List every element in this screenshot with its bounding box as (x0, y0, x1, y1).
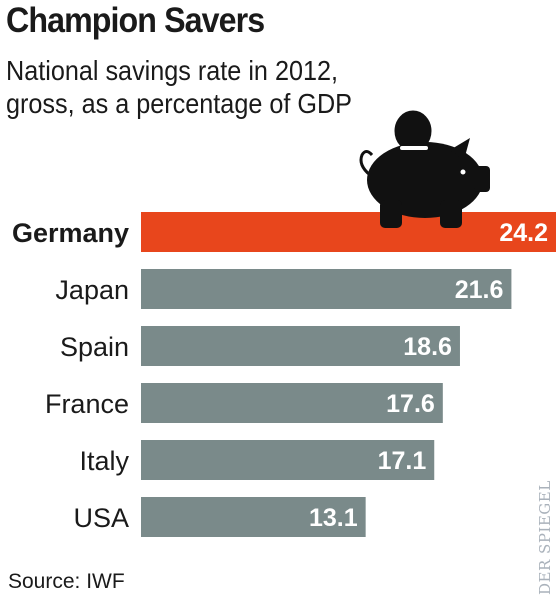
chart-subtitle: National savings rate in 2012, gross, as… (6, 55, 352, 119)
chart-title: Champion Savers (6, 1, 265, 40)
category-label-usa: USA (73, 503, 129, 533)
bar-usa (141, 497, 366, 537)
bars-group: Germany 24.2 Japan 21.6 Spain 18.6 France 17.6 I… (12, 212, 556, 537)
category-label-spain: Spain (60, 332, 129, 362)
value-label-usa: 13.1 (309, 504, 358, 532)
bar-germany (141, 212, 556, 252)
brand-watermark: DER SPIEGEL (536, 480, 554, 595)
category-label-france: France (45, 389, 129, 419)
category-label-germany: Germany (12, 218, 129, 248)
category-label-japan: Japan (55, 275, 129, 305)
bar-spain (141, 326, 460, 366)
value-label-germany: 24.2 (499, 219, 548, 247)
value-label-italy: 17.1 (378, 447, 427, 475)
piggy-bank-icon (359, 107, 490, 228)
category-label-italy: Italy (79, 446, 129, 476)
bar-france (141, 383, 443, 423)
value-label-france: 17.6 (386, 390, 435, 418)
source-note: Source: IWF (8, 570, 125, 593)
bar-italy (141, 440, 435, 480)
bar-japan (141, 269, 512, 309)
value-label-japan: 21.6 (455, 276, 504, 304)
value-label-spain: 18.6 (403, 333, 452, 361)
